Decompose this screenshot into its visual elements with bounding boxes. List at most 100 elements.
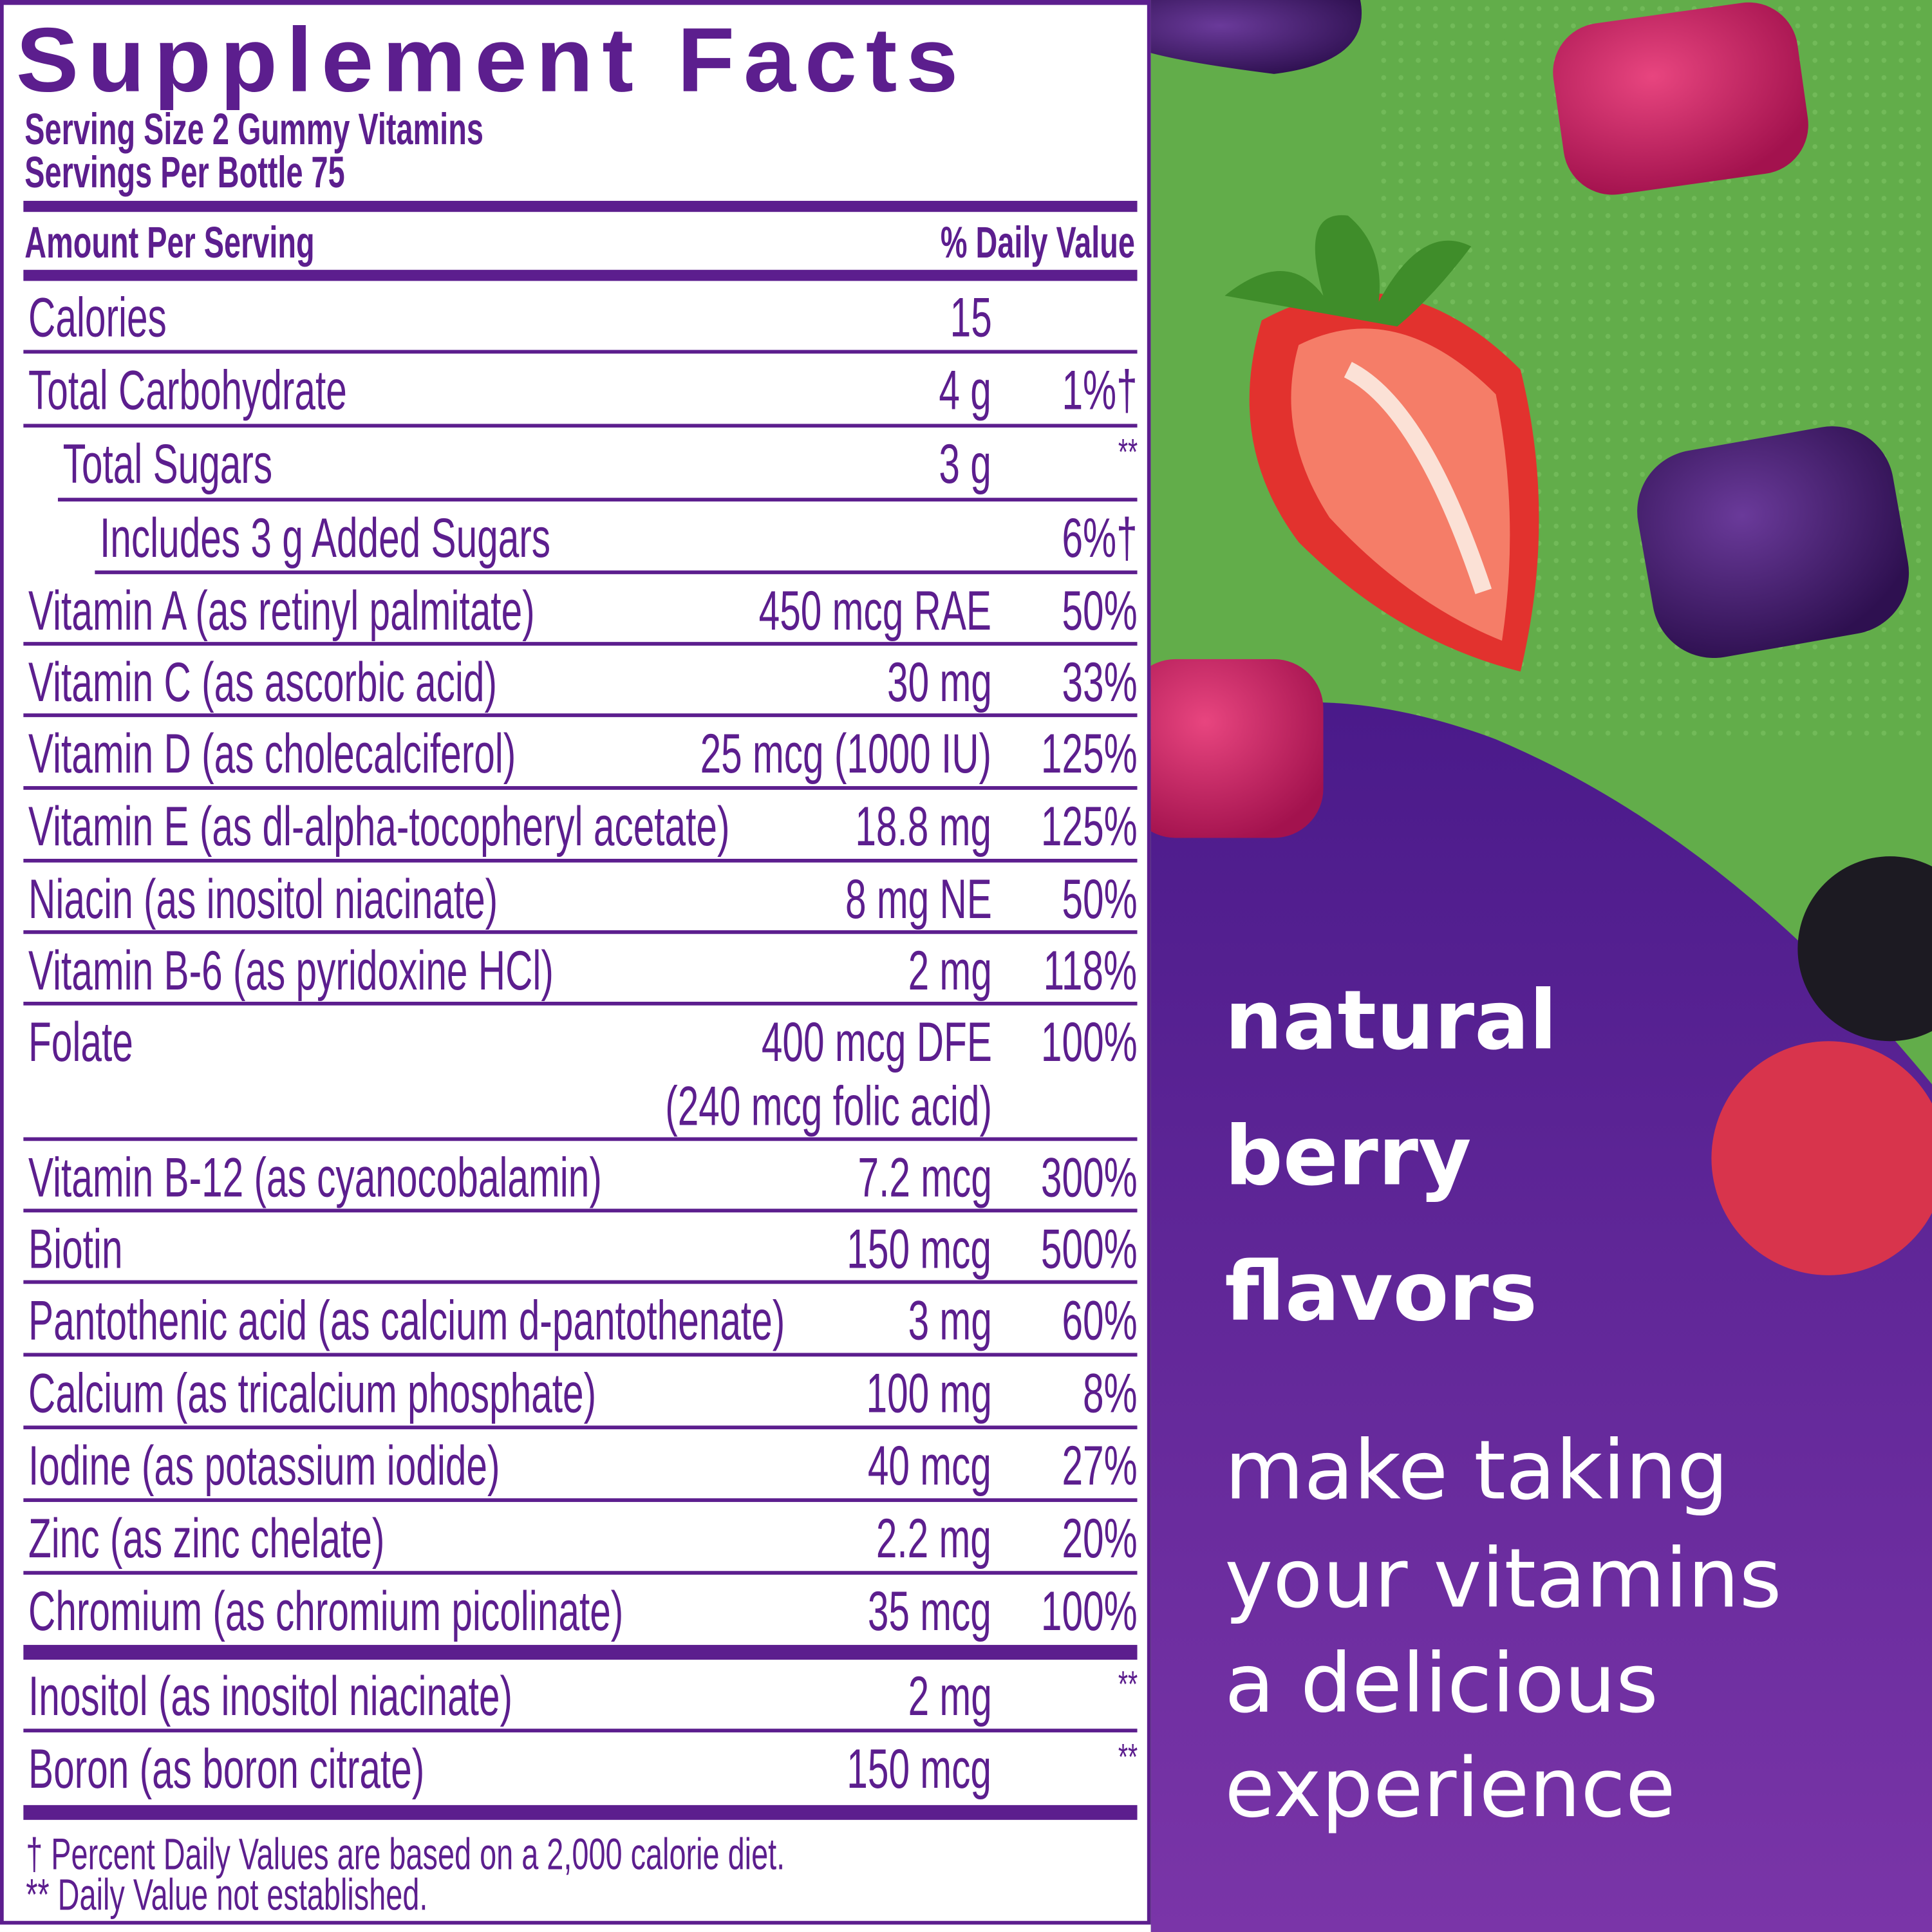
nutrient-row: Total Carbohydrate 4 g 1%† xyxy=(23,353,1138,428)
nutrient-row: Iodine (as potassium iodide) 40 mcg 27% xyxy=(23,1429,1138,1503)
gummy-icon xyxy=(1150,659,1324,838)
nutrient-daily-value: 33% xyxy=(1062,650,1138,714)
nutrient-name: Biotin xyxy=(28,1217,123,1280)
nutrient-daily-value: 20% xyxy=(1062,1506,1138,1570)
nutrient-daily-value: 118% xyxy=(1044,939,1138,1002)
nutrient-daily-value: ** xyxy=(1118,1664,1138,1705)
nutrient-name: Folate xyxy=(28,1010,133,1074)
nutrient-row: Total Sugars 3 g ** xyxy=(57,427,1138,502)
nutrient-daily-value: 27% xyxy=(1062,1434,1138,1497)
body-line: make taking xyxy=(1224,1423,1729,1518)
nutrient-amount: 30 mg xyxy=(886,650,992,714)
nutrient-name: Includes 3 g Added Sugars xyxy=(100,506,551,570)
nutrient-amount: 2 mg xyxy=(908,939,992,1002)
nutrient-amount: 7.2 mcg xyxy=(858,1145,992,1209)
nutrient-daily-value: 50% xyxy=(1062,867,1138,930)
nutrient-row: Vitamin D (as cholecalciferol) 25 mcg (10… xyxy=(23,717,1138,790)
nutrient-row: Vitamin A (as retinyl palmitate) 450 mcg … xyxy=(23,574,1138,646)
body-line: experience xyxy=(1224,1741,1676,1836)
promo-art: natural berry flavors make taking your v… xyxy=(1150,0,1932,1932)
nutrient-name: Calories xyxy=(28,286,167,349)
raspberry-icon xyxy=(1711,1041,1932,1275)
nutrient-row: Zinc (as zinc chelate) 2.2 mg 20% xyxy=(23,1502,1138,1575)
nutrient-amount: 2 mg xyxy=(908,1664,992,1728)
nutrient-name: Boron (as boron citrate) xyxy=(28,1737,425,1801)
nutrient-daily-value: 8% xyxy=(1082,1361,1138,1425)
nutrient-daily-value: 50% xyxy=(1062,579,1138,642)
supplement-facts-panel: Supplement Facts Serving Size 2 Gummy Vi… xyxy=(0,0,1151,1925)
amount-header: Amount Per Serving xyxy=(24,216,315,268)
footnote-not-established: ** Daily Value not established. xyxy=(26,1869,428,1920)
strawberry-icon xyxy=(1224,215,1539,672)
divider xyxy=(23,200,1138,212)
nutrient-name: Total Sugars xyxy=(62,432,273,496)
nutrient-amount: 15 xyxy=(950,286,992,349)
dv-header: % Daily Value xyxy=(940,216,1135,268)
serving-size: Serving Size 2 Gummy Vitamins xyxy=(24,103,483,155)
gummy-icon xyxy=(1637,426,1909,659)
nutrient-row: Calcium (as tricalcium phosphate) 100 mg 8… xyxy=(23,1356,1138,1430)
nutrient-amount-detail: (240 mcg folic acid) xyxy=(664,1074,992,1138)
nutrient-amount: 25 mcg (1000 IU) xyxy=(700,722,992,785)
nutrient-amount: 3 mg xyxy=(908,1288,992,1352)
nutrient-row: Niacin (as inositol niacinate) 8 mg NE 50% xyxy=(23,863,1138,934)
nutrient-name: Vitamin B-6 (as pyridoxine HCl) xyxy=(28,939,554,1002)
gummy-icon xyxy=(1553,2,1808,195)
nutrient-name: Vitamin A (as retinyl palmitate) xyxy=(28,579,535,642)
headline-line: berry xyxy=(1224,1109,1472,1204)
nutrient-row: Biotin 150 mcg 500% xyxy=(23,1212,1138,1284)
nutrient-daily-value: 60% xyxy=(1062,1288,1138,1352)
divider xyxy=(23,1645,1138,1660)
nutrient-name: Vitamin C (as ascorbic acid) xyxy=(28,650,497,714)
nutrient-amount: 150 mcg xyxy=(847,1737,992,1801)
nutrient-amount: 450 mcg RAE xyxy=(759,579,992,642)
nutrient-amount: 18.8 mg xyxy=(856,794,992,858)
nutrient-row: Pantothenic acid (as calcium d-pantothen… xyxy=(23,1284,1138,1357)
nutrient-amount: 35 mcg xyxy=(868,1579,992,1643)
nutrient-name: Chromium (as chromium picolinate) xyxy=(28,1579,624,1643)
nutrient-amount: 4 g xyxy=(939,358,992,422)
footnote-percent: † Percent Daily Values are based on a 2,… xyxy=(26,1828,785,1879)
nutrient-amount: 2.2 mg xyxy=(876,1506,992,1570)
gummy-icon xyxy=(1150,0,1362,74)
body-line: a delicious xyxy=(1224,1636,1658,1732)
servings-per-bottle: Servings Per Bottle 75 xyxy=(24,146,345,198)
nutrient-name: Pantothenic acid (as calcium d-pantothen… xyxy=(28,1288,785,1352)
nutrient-amount: 8 mg NE xyxy=(845,867,992,930)
headline-line: natural xyxy=(1224,973,1557,1069)
nutrient-daily-value: 125% xyxy=(1040,722,1138,785)
nutrient-row: Folate 400 mcg DFE (240 mcg folic acid) 100… xyxy=(23,1006,1138,1141)
nutrient-row: Vitamin E (as dl-alpha-tocopheryl acetat… xyxy=(23,790,1138,863)
nutrient-row: Chromium (as chromium picolinate) 35 mcg 1… xyxy=(23,1575,1138,1643)
divider xyxy=(23,1805,1138,1820)
nutrient-amount: 3 g xyxy=(939,432,992,496)
nutrient-amount: 100 mg xyxy=(866,1361,992,1425)
nutrient-amount: 150 mcg xyxy=(847,1217,992,1280)
nutrient-name: Niacin (as inositol niacinate) xyxy=(28,867,498,930)
nutrient-row: Calories 15 xyxy=(23,281,1138,354)
nutrient-name: Iodine (as potassium iodide) xyxy=(28,1434,500,1497)
divider xyxy=(23,270,1138,281)
nutrient-name: Zinc (as zinc chelate) xyxy=(28,1506,385,1570)
nutrient-daily-value: 500% xyxy=(1040,1217,1138,1280)
nutrient-daily-value: 6%† xyxy=(1062,506,1138,570)
nutrient-row: Vitamin B-12 (as cyanocobalamin) 7.2 mcg 3… xyxy=(23,1141,1138,1213)
nutrient-row: Vitamin C (as ascorbic acid) 30 mg 33% xyxy=(23,646,1138,717)
nutrient-row: Vitamin B-6 (as pyridoxine HCl) 2 mg 118% xyxy=(23,934,1138,1006)
nutrient-row: Inositol (as inositol niacinate) 2 mg ** xyxy=(23,1660,1138,1732)
nutrient-daily-value: 300% xyxy=(1040,1145,1138,1209)
nutrient-name: Vitamin E (as dl-alpha-tocopheryl acetat… xyxy=(28,794,730,858)
nutrient-name: Inositol (as inositol niacinate) xyxy=(28,1664,512,1728)
nutrient-amount: 40 mcg xyxy=(868,1434,992,1497)
body-line: your vitamins xyxy=(1224,1531,1782,1627)
panel-title: Supplement Facts xyxy=(15,8,968,111)
nutrient-daily-value: 1%† xyxy=(1062,358,1138,422)
nutrient-daily-value: ** xyxy=(1118,432,1138,473)
headline-line: flavors xyxy=(1224,1244,1537,1340)
purple-wave xyxy=(1150,702,1932,1932)
nutrient-name: Calcium (as tricalcium phosphate) xyxy=(28,1361,597,1425)
nutrient-row: Includes 3 g Added Sugars 6%† xyxy=(95,502,1138,574)
blackberry-icon xyxy=(1797,856,1932,1042)
nutrient-daily-value: 100% xyxy=(1040,1579,1138,1643)
